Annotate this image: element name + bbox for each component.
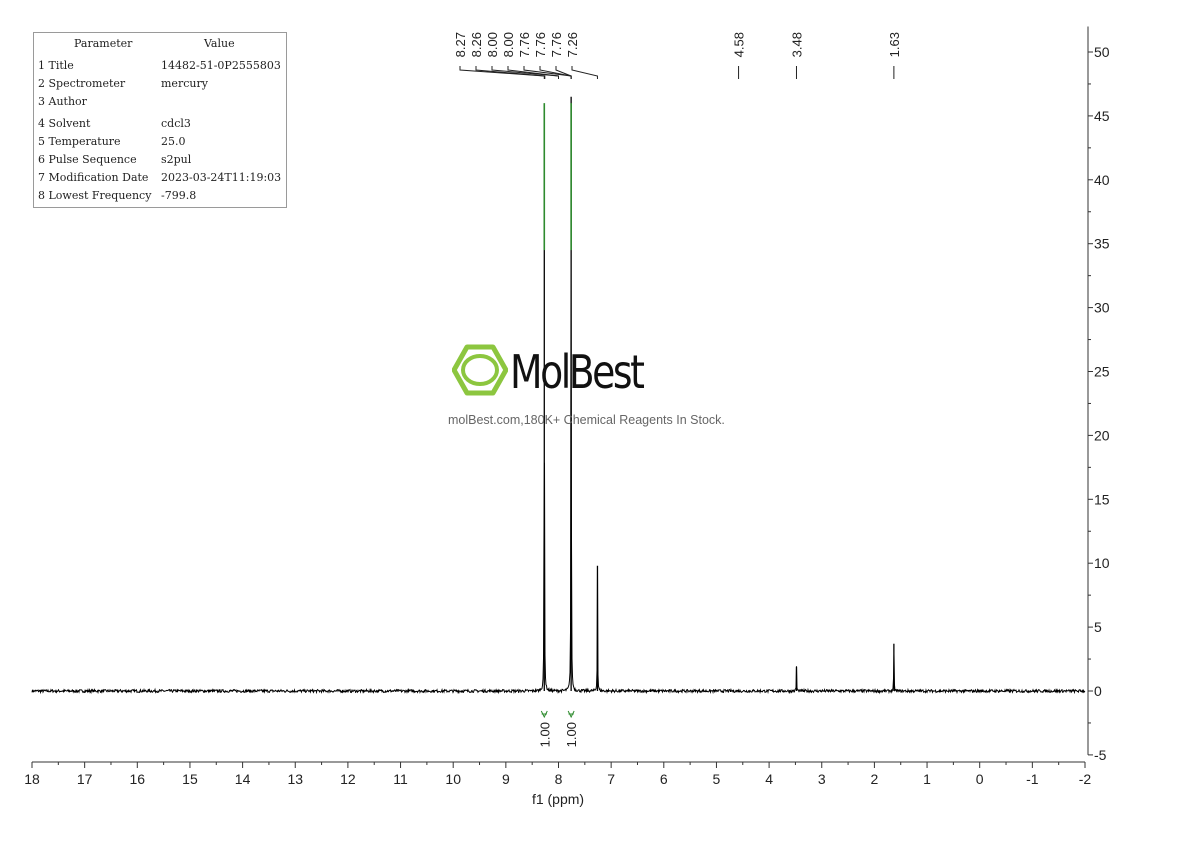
x-tick-label: 5 [713, 771, 721, 787]
x-tick-label: 2 [871, 771, 879, 787]
peak-label-connector [475, 66, 546, 79]
peak-label-layer: 8.27 8.26 8.00 8.00 7.76 7.76 7.76 7.26 4.58 3.48… [453, 32, 902, 79]
y-tick-label: 0 [1094, 683, 1102, 699]
parameter-key: 3 Author [38, 95, 87, 108]
peak-label: 7.76 [533, 32, 548, 57]
x-axis-title: f1 (ppm) [532, 791, 584, 807]
y-tick-label: 25 [1094, 364, 1110, 380]
y-tick-label: 20 [1094, 427, 1110, 443]
integral-marker [540, 710, 548, 719]
parameter-table: Parameter Value 1 Title 14482-51-0P25558… [33, 32, 287, 208]
parameter-table-header: Parameter Value [34, 37, 286, 53]
parameter-value: 14482-51-0P2555803 [161, 59, 281, 72]
peak-label: 8.00 [485, 32, 500, 57]
parameter-value: -799.8 [161, 189, 197, 202]
x-tick-label: 17 [77, 771, 93, 787]
peak-label: 8.26 [469, 32, 484, 57]
integral-layer: 1.00 1.00 [537, 103, 579, 747]
peak-label-connector [555, 66, 572, 79]
x-tick-label: 16 [130, 771, 146, 787]
y-tick-label: 5 [1094, 619, 1102, 635]
logo-brand-text: MolBest [510, 345, 645, 399]
x-tick-label: 8 [555, 771, 563, 787]
parameter-key: 4 Solvent [38, 117, 91, 130]
molbest-logo: MolBest [452, 343, 672, 399]
logo-tagline: molBest.com,180K+ Chemical Reagents In S… [448, 413, 725, 427]
x-tick-label: 10 [445, 771, 461, 787]
x-tick-label: 6 [660, 771, 668, 787]
x-tick-label: -2 [1079, 771, 1092, 787]
y-tick-label: 50 [1094, 44, 1110, 60]
integral-value: 1.00 [564, 722, 579, 747]
parameter-key: 2 Spectrometer [38, 77, 126, 90]
x-tick-label: 13 [287, 771, 303, 787]
integral-value: 1.00 [537, 722, 552, 747]
x-tick-label: 15 [182, 771, 198, 787]
peak-label-connector [459, 66, 545, 79]
y-tick-label: 45 [1094, 108, 1110, 124]
parameter-key: 5 Temperature [38, 135, 121, 148]
x-tick-label: 11 [393, 771, 408, 787]
value-header: Value [204, 37, 235, 50]
y-tick-label: 40 [1094, 172, 1110, 188]
parameter-value: cdcl3 [161, 117, 191, 130]
peak-label: 8.27 [453, 32, 468, 57]
y-tick-label: 10 [1094, 555, 1110, 571]
benzene-logo-icon [452, 344, 508, 396]
peak-label: 1.63 [887, 32, 902, 57]
x-tick-label: 4 [765, 771, 773, 787]
parameter-value: 25.0 [161, 135, 186, 148]
x-tick-label: 12 [340, 771, 356, 787]
peak-label: 4.58 [732, 32, 747, 57]
x-tick-label: -1 [1026, 771, 1039, 787]
parameter-key: 8 Lowest Frequency [38, 189, 152, 202]
peak-label: 8.00 [501, 32, 516, 57]
y-tick-label: 35 [1094, 236, 1110, 252]
parameter-header: Parameter [74, 37, 133, 50]
x-tick-label: 0 [976, 771, 984, 787]
parameter-value: 2023-03-24T11:19:03 [161, 171, 282, 184]
y-tick-label: 30 [1094, 300, 1110, 316]
spectrum-line [31, 271, 1086, 695]
x-tick-label: 18 [24, 771, 40, 787]
parameter-key: 6 Pulse Sequence [38, 153, 137, 166]
peak-label: 7.76 [517, 32, 532, 57]
x-tick-label: 14 [235, 771, 251, 787]
x-tick-label: 1 [923, 771, 931, 787]
parameter-value: s2pul [161, 153, 192, 166]
parameter-key: 7 Modification Date [38, 171, 149, 184]
integral-marker [567, 710, 575, 719]
x-axis: 18 17 16 15 14 13 12 11 10 9 8 7 6 5 4 3 2 1 0 -1 -2 [24, 761, 1092, 787]
parameter-value: mercury [161, 77, 208, 90]
x-tick-label: 7 [607, 771, 615, 787]
y-axis: -5 0 5 10 15 20 25 30 35 40 45 50 [1087, 26, 1110, 763]
peak-label-connector [571, 66, 598, 79]
x-tick-label: 3 [818, 771, 826, 787]
x-tick-label: 9 [502, 771, 510, 787]
peak-label: 3.48 [789, 32, 804, 57]
peak-label-connector [507, 66, 559, 79]
y-tick-label: 15 [1094, 491, 1110, 507]
peak-label: 7.26 [565, 32, 580, 57]
parameter-key: 1 Title [38, 59, 74, 72]
peak-label: 7.76 [549, 32, 564, 57]
y-tick-label: -5 [1094, 747, 1107, 763]
